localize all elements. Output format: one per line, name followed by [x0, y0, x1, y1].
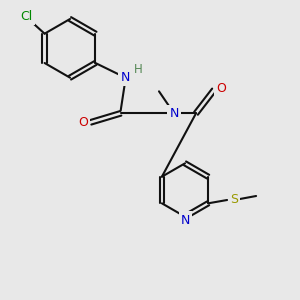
Text: N: N: [120, 71, 130, 84]
Text: Cl: Cl: [20, 10, 32, 23]
Text: S: S: [230, 193, 238, 206]
Text: N: N: [181, 214, 190, 226]
Text: N: N: [169, 107, 179, 120]
Text: O: O: [78, 116, 88, 129]
Text: O: O: [216, 82, 226, 95]
Text: H: H: [134, 62, 143, 76]
